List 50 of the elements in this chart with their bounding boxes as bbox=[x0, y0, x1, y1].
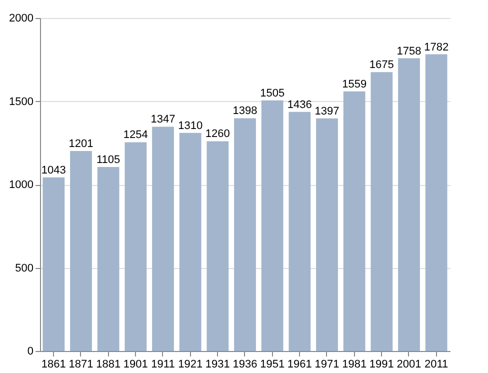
bar bbox=[97, 167, 120, 351]
x-tick-label: 1911 bbox=[151, 358, 175, 370]
data-label: 1310 bbox=[178, 120, 203, 132]
x-tick-label: 1921 bbox=[178, 358, 203, 370]
data-label: 1398 bbox=[232, 105, 258, 118]
bar bbox=[370, 72, 393, 351]
x-tick-label: 1951 bbox=[260, 358, 285, 370]
data-label: 1758 bbox=[396, 45, 422, 58]
x-tick-label: 1971 bbox=[314, 358, 340, 370]
x-tick-label: 1991 bbox=[369, 358, 394, 370]
data-label: 1254 bbox=[123, 129, 148, 142]
data-label: 1782 bbox=[424, 41, 449, 54]
data-label: 1347 bbox=[150, 114, 176, 126]
data-label: 1260 bbox=[205, 128, 230, 140]
y-tick-label: 0 bbox=[27, 346, 34, 358]
bar bbox=[206, 141, 229, 351]
data-label: 1397 bbox=[314, 105, 340, 118]
bar bbox=[425, 54, 448, 351]
x-tick-label: 1871 bbox=[68, 358, 94, 370]
bar bbox=[398, 58, 420, 351]
y-tick-label: 500 bbox=[15, 262, 34, 274]
y-tick-label: 1000 bbox=[9, 179, 34, 191]
x-tick-label: 1936 bbox=[232, 358, 258, 370]
data-label: 1505 bbox=[260, 87, 285, 100]
x-tick-label: 1881 bbox=[96, 358, 121, 370]
bar bbox=[42, 177, 65, 351]
y-tick-label: 2000 bbox=[9, 12, 34, 24]
x-tick-label: 2011 bbox=[424, 358, 448, 370]
data-label: 1043 bbox=[41, 164, 66, 176]
x-tick-label: 1901 bbox=[123, 358, 148, 370]
x-tick-label: 2001 bbox=[396, 358, 422, 370]
bar bbox=[343, 91, 366, 351]
data-label: 1436 bbox=[287, 98, 312, 111]
bar bbox=[316, 118, 338, 351]
data-label: 1559 bbox=[342, 78, 367, 90]
x-tick-label: 1861 bbox=[41, 358, 66, 370]
x-tick-label: 1981 bbox=[342, 358, 367, 370]
bar bbox=[124, 142, 147, 351]
x-tick-label: 1931 bbox=[205, 358, 230, 370]
data-label: 1201 bbox=[68, 138, 94, 150]
bar bbox=[234, 118, 256, 351]
bar bbox=[288, 112, 311, 351]
data-label: 1675 bbox=[369, 59, 394, 72]
bar bbox=[261, 100, 284, 351]
bar bbox=[70, 151, 92, 351]
bar bbox=[152, 126, 174, 351]
data-label: 1105 bbox=[96, 154, 120, 166]
bar bbox=[179, 132, 202, 351]
x-tick-label: 1961 bbox=[287, 358, 312, 370]
y-tick-label: 1500 bbox=[9, 96, 34, 108]
